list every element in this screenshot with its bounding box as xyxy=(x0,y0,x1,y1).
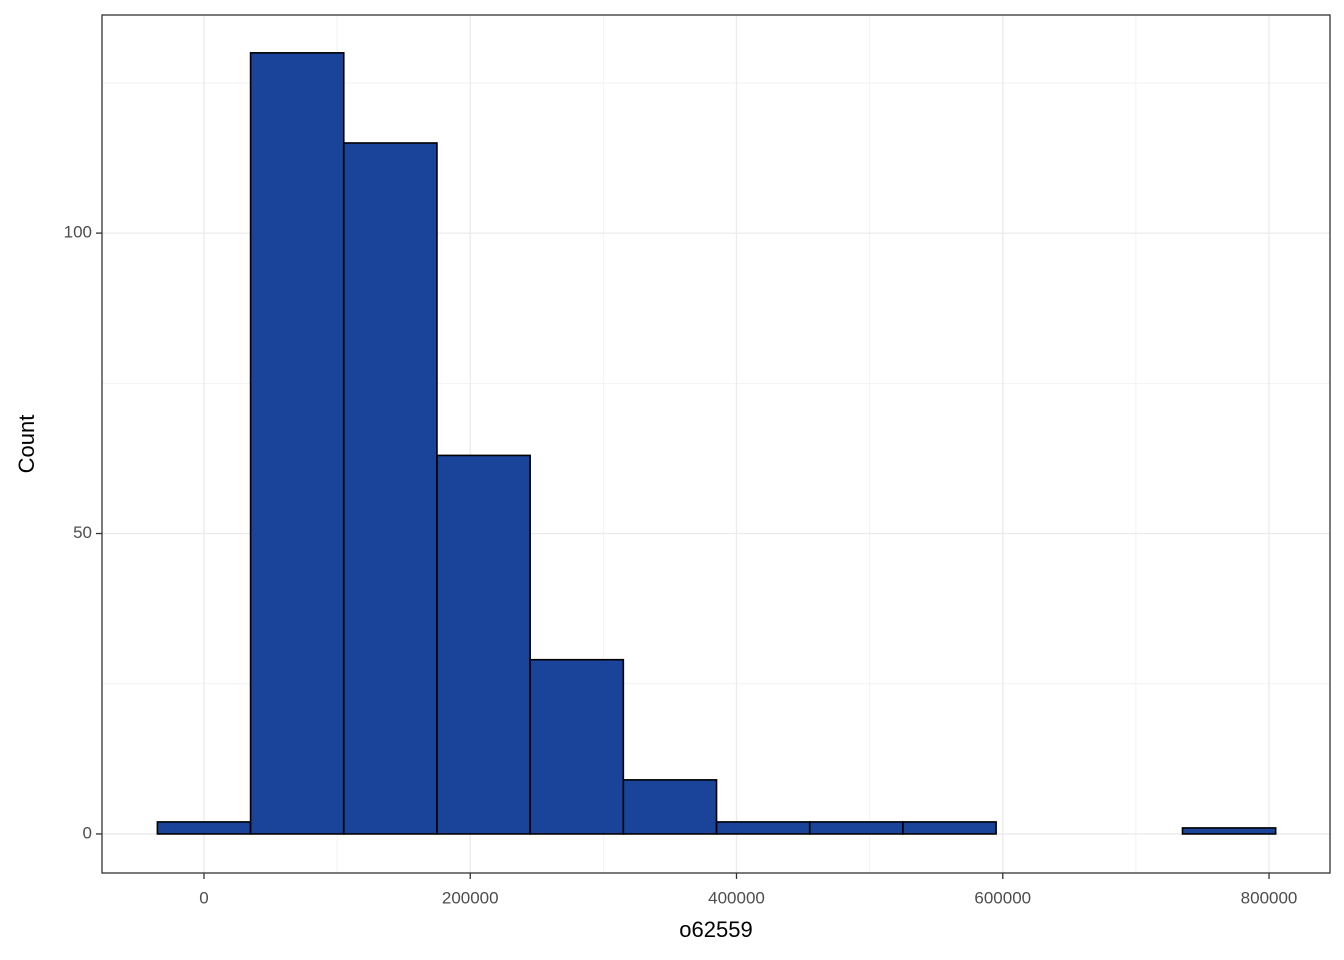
bar xyxy=(156,821,252,835)
bar xyxy=(808,821,904,835)
x-tick-label: 600000 xyxy=(974,888,1031,907)
y-tick-label: 0 xyxy=(83,823,92,842)
y-tick-label: 50 xyxy=(73,523,92,542)
bar xyxy=(715,821,811,835)
x-tick-label: 200000 xyxy=(442,888,499,907)
bar xyxy=(622,779,718,835)
bar xyxy=(436,454,531,835)
bar xyxy=(902,821,997,835)
x-tick-label: 0 xyxy=(199,888,208,907)
x-tick-label: 400000 xyxy=(708,888,765,907)
panel-border xyxy=(101,14,1331,874)
bar xyxy=(249,52,345,835)
x-axis-title: o62559 xyxy=(679,917,752,942)
bar xyxy=(529,658,625,835)
bar xyxy=(342,142,438,835)
y-axis-title: Count xyxy=(14,415,39,474)
x-tick-label: 800000 xyxy=(1241,888,1298,907)
bar xyxy=(1181,827,1277,835)
y-tick-label: 100 xyxy=(64,223,92,242)
